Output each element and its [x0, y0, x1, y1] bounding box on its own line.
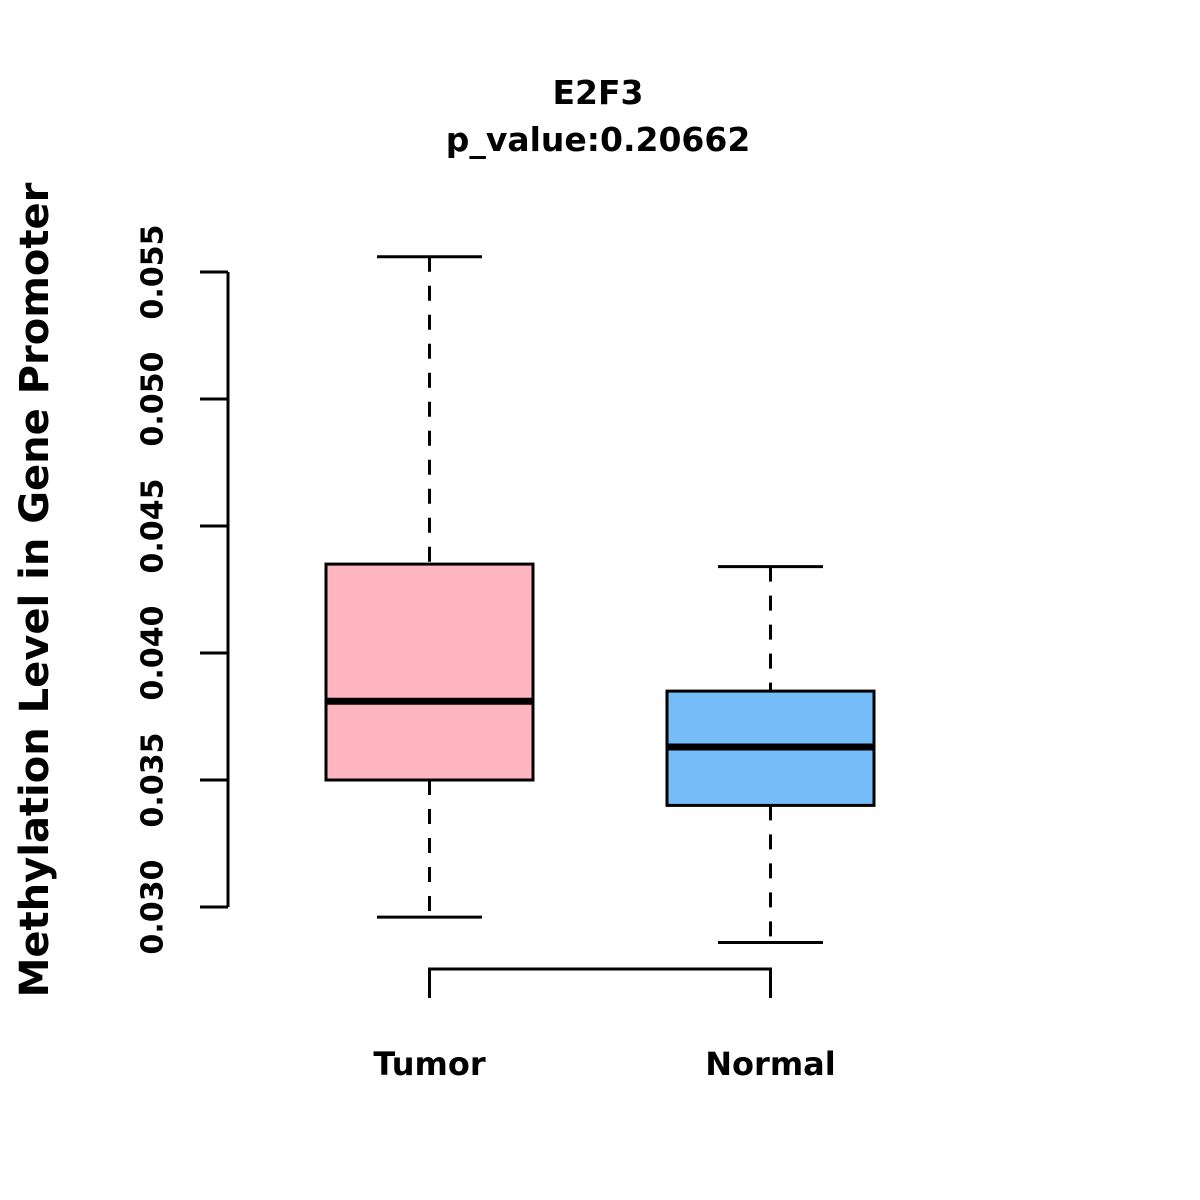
x-axis-line — [428, 967, 772, 998]
x-label-normal: Normal — [705, 1045, 835, 1083]
y-tick-label: 0.055 — [136, 225, 171, 320]
chart-subtitle: p_value:0.20662 — [446, 120, 751, 159]
chart-title: E2F3 — [552, 73, 643, 112]
boxplots — [324, 255, 876, 945]
y-tick-label: 0.050 — [136, 352, 171, 447]
boxplot-tumor — [324, 255, 535, 919]
y-tick-label: 0.035 — [136, 733, 171, 828]
y-axis: 0.030 0.035 0.040 0.045 0.050 0.055 — [136, 225, 230, 955]
x-axis-bracket — [428, 967, 772, 998]
y-tick-label: 0.040 — [136, 606, 171, 701]
y-axis-label: Methylation Level in Gene Promoter — [12, 182, 58, 997]
y-tick-label: 0.030 — [136, 860, 171, 955]
boxplot-normal — [665, 565, 876, 945]
y-tick-label: 0.045 — [136, 479, 171, 574]
x-label-tumor: Tumor — [373, 1045, 485, 1083]
iqr-box-tumor — [324, 562, 535, 782]
